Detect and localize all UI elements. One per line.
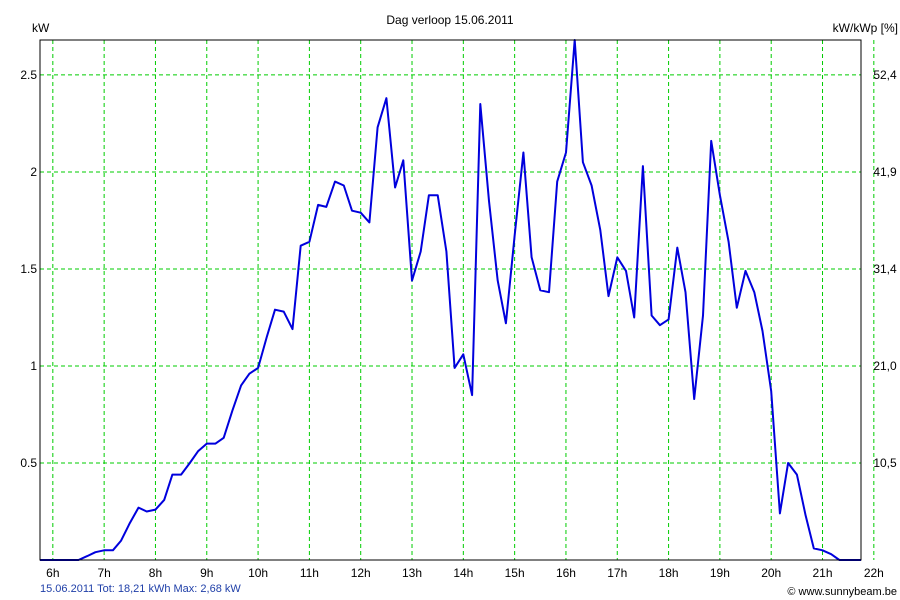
x-tick-label: 16h [556,566,576,580]
chart-title: Dag verloop 15.06.2011 [386,13,514,27]
series-layer [40,39,861,561]
y-tick-label-right: 10,5 [873,456,897,470]
power-series-line [40,39,861,561]
footer-copyright: © www.sunnybeam.be [787,586,897,598]
x-tick-label: 20h [761,566,781,580]
tick-labels: 6h 7h 8h 9h 10h 11h 12h 13h 14h 15h 16h 17h 18h 19h 20… [20,68,897,580]
x-tick-label: 15h [505,566,525,580]
y-tick-label-right: 41,9 [873,165,897,179]
y-tick-label-left: 1.5 [20,262,37,276]
x-tick-label: 21h [813,566,833,580]
y-tick-label-left: 0.5 [20,456,37,470]
y-tick-label-right: 31,4 [873,262,897,276]
x-tick-label: 14h [453,566,473,580]
x-tick-label: 10h [248,566,268,580]
x-tick-label: 18h [659,566,679,580]
x-tick-label: 11h [300,566,319,580]
plot-frame [39,39,862,561]
x-tick-label: 9h [200,566,213,580]
grid-lines [40,40,875,560]
x-tick-label: 13h [402,566,422,580]
x-tick-label: 19h [710,566,730,580]
y-tick-label-right: 52,4 [873,68,897,82]
y-axis-label-left: kW [32,21,50,35]
y-axis-label-right: kW/kWp [%] [833,21,898,35]
x-tick-label: 22h [864,566,884,580]
x-tick-label: 17h [607,566,627,580]
x-tick-label: 8h [149,566,162,580]
x-tick-label: 7h [97,566,110,580]
footer-summary: 15.06.2011 Tot: 18,21 kWh Max: 2,68 kW [40,583,241,595]
y-tick-label-left: 1 [30,359,37,373]
y-tick-label-right: 21,0 [873,359,897,373]
y-tick-label-left: 2 [30,165,37,179]
x-tick-label: 6h [46,566,59,580]
x-tick-label: 12h [351,566,371,580]
y-tick-label-left: 2.5 [20,68,37,82]
